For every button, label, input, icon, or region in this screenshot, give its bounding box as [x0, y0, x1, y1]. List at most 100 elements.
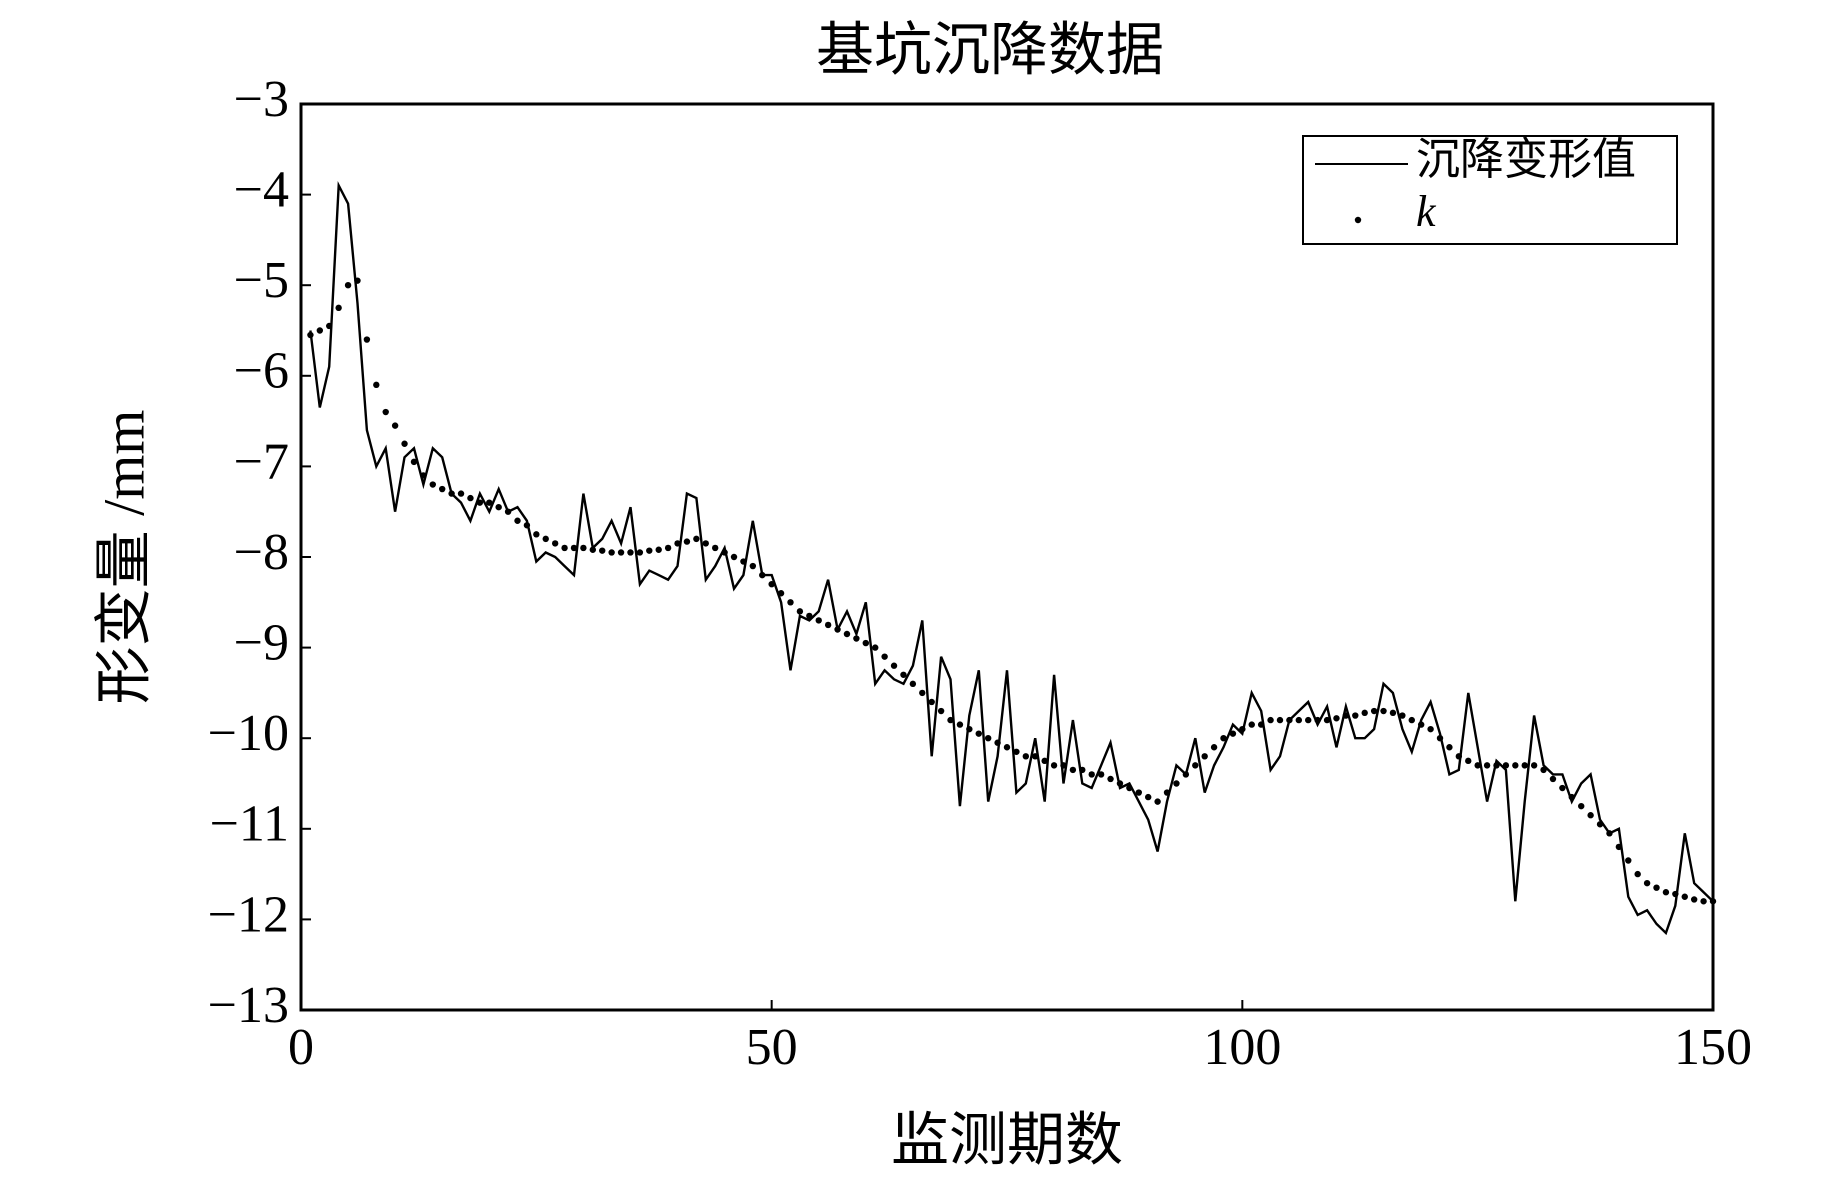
- data-point: [1135, 789, 1142, 796]
- data-point: [354, 277, 361, 284]
- data-point: [1022, 753, 1030, 760]
- data-point: [664, 544, 672, 552]
- x-tick-label: 150: [1674, 1019, 1752, 1076]
- data-point: [467, 494, 474, 502]
- data-point: [1474, 762, 1481, 769]
- data-point: [1210, 744, 1218, 751]
- data-point: [1578, 802, 1585, 810]
- data-point: [1615, 843, 1623, 851]
- data-point: [834, 626, 841, 633]
- data-point: [1361, 709, 1368, 717]
- data-point: [476, 499, 484, 506]
- data-point: [1436, 735, 1444, 742]
- data-point: [1192, 762, 1199, 769]
- data-point: [919, 689, 926, 697]
- y-tick-label: −7: [234, 433, 289, 490]
- data-point: [956, 721, 964, 728]
- data-point: [326, 322, 333, 330]
- data-point: [1088, 771, 1095, 778]
- data-point: [382, 408, 389, 416]
- data-point: [824, 621, 832, 629]
- data-point: [391, 422, 399, 429]
- data-point: [504, 508, 512, 515]
- data-point: [1267, 716, 1274, 724]
- data-point: [589, 546, 597, 553]
- data-point: [975, 730, 982, 737]
- data-point: [1163, 789, 1171, 796]
- data-point: [617, 549, 625, 556]
- data-point: [843, 630, 851, 638]
- data-point: [1672, 890, 1679, 898]
- data-point: [1625, 857, 1632, 864]
- y-tick-label: −3: [234, 71, 289, 128]
- data-point: [1606, 830, 1613, 837]
- data-point: [1549, 775, 1557, 783]
- data-point: [881, 653, 888, 660]
- data-point: [1380, 707, 1387, 715]
- data-point: [429, 481, 436, 488]
- data-point: [636, 549, 644, 556]
- data-point: [796, 608, 804, 615]
- data-point: [514, 517, 521, 524]
- data-point: [749, 562, 757, 570]
- data-point: [1248, 721, 1255, 728]
- data-point: [1540, 766, 1547, 774]
- data-point: [420, 472, 427, 479]
- data-point: [344, 282, 352, 289]
- data-point: [1060, 762, 1067, 769]
- y-tick-label: −8: [234, 524, 289, 581]
- data-point: [1097, 771, 1105, 778]
- data-point: [777, 590, 785, 597]
- data-point: [1182, 771, 1190, 778]
- data-point: [646, 547, 653, 554]
- data-point: [316, 327, 324, 334]
- data-point: [984, 735, 992, 742]
- plot-frame: [299, 102, 1715, 1012]
- data-point: [1559, 784, 1566, 792]
- data-point: [853, 635, 860, 642]
- data-point: [674, 540, 681, 547]
- y-tick-label: −10: [208, 705, 289, 762]
- data-point: [1662, 889, 1670, 896]
- data-point: [1446, 744, 1453, 751]
- data-point: [1634, 870, 1641, 878]
- data-point: [307, 331, 314, 339]
- data-point: [1013, 748, 1020, 755]
- data-point: [1389, 709, 1397, 717]
- data-point: [1286, 716, 1293, 724]
- data-point: [1305, 716, 1312, 724]
- data-point: [1069, 766, 1077, 774]
- data-point: [1512, 762, 1519, 769]
- data-point: [1568, 793, 1576, 801]
- data-point: [702, 540, 709, 547]
- data-point: [740, 558, 747, 565]
- data-point: [1220, 735, 1227, 742]
- data-point: [1493, 762, 1500, 769]
- data-point: [1690, 896, 1698, 903]
- chart-title: 基坑沉降数据: [816, 17, 1164, 82]
- data-point: [1314, 716, 1321, 724]
- data-point: [872, 644, 879, 651]
- data-point: [730, 553, 738, 561]
- data-point: [1276, 716, 1284, 724]
- data-point: [486, 499, 493, 506]
- data-point: [1408, 716, 1415, 724]
- x-tick-label: 0: [288, 1019, 314, 1076]
- data-point: [1596, 821, 1604, 828]
- data-point: [1681, 893, 1688, 900]
- data-point: [410, 458, 418, 466]
- data-point: [1239, 725, 1246, 733]
- data-point: [580, 544, 587, 552]
- y-tick-label: −13: [208, 977, 289, 1034]
- data-point: [806, 612, 813, 620]
- data-point: [1352, 712, 1359, 719]
- data-point: [994, 739, 1001, 746]
- data-point: [523, 522, 531, 529]
- data-point: [570, 544, 578, 552]
- data-point: [1342, 712, 1350, 719]
- data-point: [1417, 721, 1425, 728]
- data-point: [335, 304, 342, 312]
- data-point: [890, 662, 898, 669]
- data-point: [542, 535, 549, 543]
- data-point: [1145, 793, 1152, 801]
